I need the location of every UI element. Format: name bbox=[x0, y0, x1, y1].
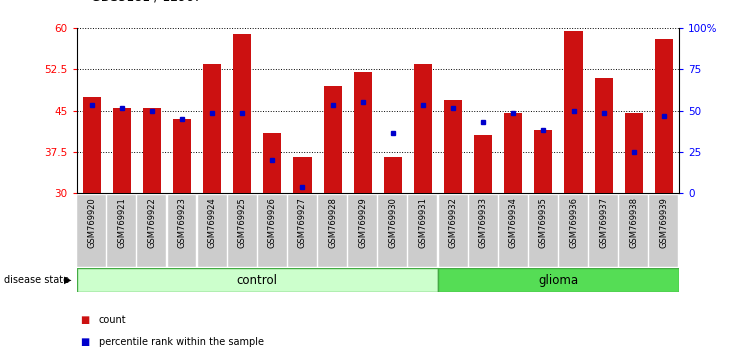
Text: GSM769938: GSM769938 bbox=[629, 197, 638, 248]
Bar bbox=[655, 39, 673, 193]
Bar bbox=[77, 268, 438, 292]
Bar bbox=[323, 86, 342, 193]
Text: count: count bbox=[99, 315, 126, 325]
Bar bbox=[264, 133, 282, 193]
Text: GSM769939: GSM769939 bbox=[659, 197, 669, 248]
Text: GSM769925: GSM769925 bbox=[238, 197, 247, 248]
FancyBboxPatch shape bbox=[288, 195, 317, 267]
FancyBboxPatch shape bbox=[409, 195, 437, 267]
Bar bbox=[203, 64, 221, 193]
Bar bbox=[564, 31, 583, 193]
FancyBboxPatch shape bbox=[168, 195, 196, 267]
Bar bbox=[82, 97, 101, 193]
FancyBboxPatch shape bbox=[137, 195, 166, 267]
Bar bbox=[444, 100, 462, 193]
FancyBboxPatch shape bbox=[258, 195, 287, 267]
FancyBboxPatch shape bbox=[318, 195, 347, 267]
FancyBboxPatch shape bbox=[348, 195, 377, 267]
Bar bbox=[293, 157, 312, 193]
Text: GSM769923: GSM769923 bbox=[177, 197, 187, 248]
Text: GSM769934: GSM769934 bbox=[509, 197, 518, 248]
Text: GSM769921: GSM769921 bbox=[118, 197, 126, 248]
Text: GSM769926: GSM769926 bbox=[268, 197, 277, 248]
Text: GSM769936: GSM769936 bbox=[569, 197, 578, 248]
Bar bbox=[112, 108, 131, 193]
FancyBboxPatch shape bbox=[469, 195, 498, 267]
FancyBboxPatch shape bbox=[77, 195, 106, 267]
Bar bbox=[534, 130, 553, 193]
FancyBboxPatch shape bbox=[378, 195, 407, 267]
Text: GSM769922: GSM769922 bbox=[147, 197, 156, 248]
Bar bbox=[504, 113, 523, 193]
FancyBboxPatch shape bbox=[228, 195, 257, 267]
FancyBboxPatch shape bbox=[589, 195, 618, 267]
FancyBboxPatch shape bbox=[198, 195, 226, 267]
Bar bbox=[474, 135, 492, 193]
Text: control: control bbox=[237, 274, 278, 286]
Bar bbox=[354, 72, 372, 193]
Bar bbox=[234, 34, 251, 193]
Text: ▶: ▶ bbox=[64, 275, 71, 285]
Text: GSM769935: GSM769935 bbox=[539, 197, 548, 248]
Bar bbox=[594, 78, 612, 193]
Text: GSM769924: GSM769924 bbox=[207, 197, 217, 248]
Text: ■: ■ bbox=[80, 315, 90, 325]
Text: GSM769932: GSM769932 bbox=[448, 197, 458, 248]
Text: GSM769937: GSM769937 bbox=[599, 197, 608, 248]
Bar bbox=[143, 108, 161, 193]
Bar bbox=[438, 268, 679, 292]
FancyBboxPatch shape bbox=[107, 195, 137, 267]
Text: GSM769920: GSM769920 bbox=[87, 197, 96, 248]
Text: GSM769931: GSM769931 bbox=[418, 197, 428, 248]
Text: GSM769933: GSM769933 bbox=[479, 197, 488, 248]
Bar bbox=[625, 113, 643, 193]
FancyBboxPatch shape bbox=[499, 195, 528, 267]
Text: ■: ■ bbox=[80, 337, 90, 347]
FancyBboxPatch shape bbox=[650, 195, 678, 267]
FancyBboxPatch shape bbox=[529, 195, 558, 267]
Bar bbox=[173, 119, 191, 193]
Text: disease state: disease state bbox=[4, 275, 69, 285]
FancyBboxPatch shape bbox=[559, 195, 588, 267]
Text: GSM769930: GSM769930 bbox=[388, 197, 397, 248]
Text: glioma: glioma bbox=[539, 274, 578, 286]
FancyBboxPatch shape bbox=[439, 195, 467, 267]
Text: percentile rank within the sample: percentile rank within the sample bbox=[99, 337, 264, 347]
Bar bbox=[414, 64, 432, 193]
FancyBboxPatch shape bbox=[619, 195, 648, 267]
Text: GSM769929: GSM769929 bbox=[358, 197, 367, 248]
Text: GSM769928: GSM769928 bbox=[328, 197, 337, 248]
Bar bbox=[384, 157, 402, 193]
Text: GSM769927: GSM769927 bbox=[298, 197, 307, 248]
Text: GDS5181 / 12967: GDS5181 / 12967 bbox=[91, 0, 202, 4]
